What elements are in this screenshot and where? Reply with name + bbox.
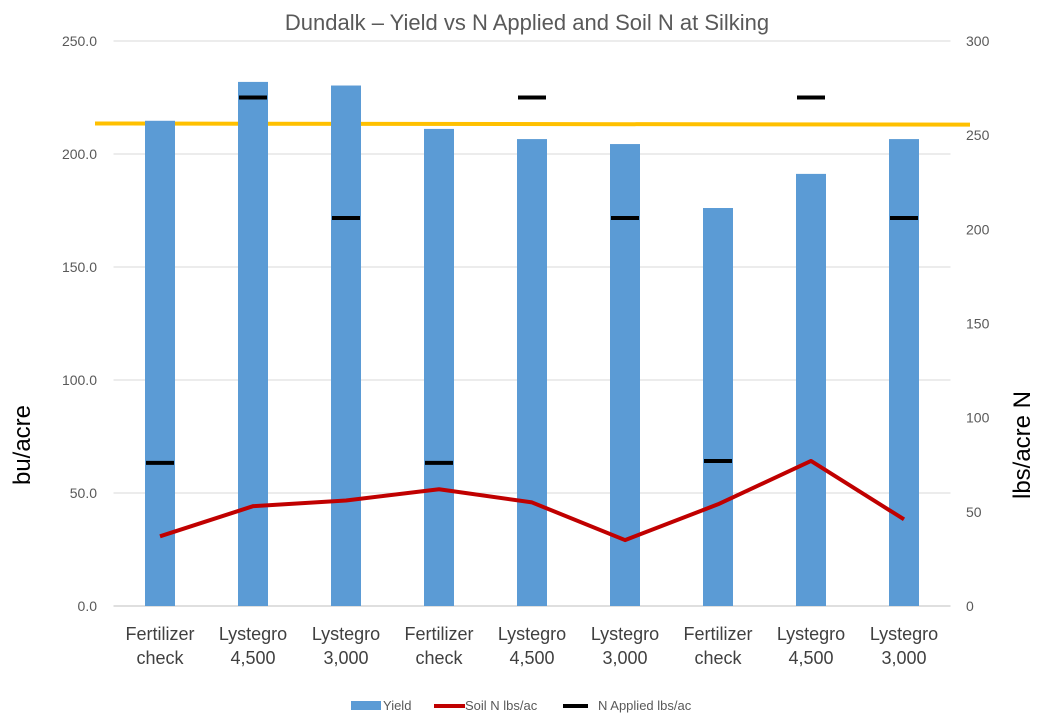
legend-swatch-yield [351, 701, 381, 710]
category-label: Fertilizer [404, 624, 473, 644]
y2-tick-label: 150 [966, 316, 990, 332]
category-label: Fertilizer [125, 624, 194, 644]
category-label: 4,500 [788, 648, 833, 668]
category-label: 3,000 [602, 648, 647, 668]
bar-yield [703, 208, 733, 606]
bar-yield [610, 144, 640, 606]
y-tick-label: 50.0 [70, 485, 97, 501]
y-tick-label: 150.0 [62, 259, 97, 275]
category-label: 4,500 [509, 648, 554, 668]
category-label: 4,500 [230, 648, 275, 668]
y-tick-label: 0.0 [78, 598, 98, 614]
legend-label-soil-n: Soil N lbs/ac [465, 698, 538, 713]
y2-axis-label: lbs/acre N [1009, 391, 1036, 499]
legend: Yield Soil N lbs/ac N Applied lbs/ac [351, 698, 692, 713]
category-label: Lystegro [219, 624, 287, 644]
legend-label-yield: Yield [383, 698, 411, 713]
category-label: 3,000 [881, 648, 926, 668]
y2-tick-label: 300 [966, 33, 990, 49]
bar-yield [517, 139, 547, 607]
y-tick-label: 100.0 [62, 372, 97, 388]
bar-yield [238, 81, 268, 606]
category-label: check [415, 648, 463, 668]
y2-tick-label: 250 [966, 127, 990, 143]
y-tick-label: 250.0 [62, 33, 97, 49]
reference-line [94, 121, 971, 127]
category-label: Lystegro [870, 624, 938, 644]
bar-yield [424, 128, 454, 606]
y2-tick-label: 0 [966, 598, 974, 614]
bar-yield [145, 120, 175, 606]
category-label: check [694, 648, 742, 668]
chart-title: Dundalk – Yield vs N Applied and Soil N … [285, 10, 769, 35]
legend-label-n-applied: N Applied lbs/ac [598, 698, 692, 713]
category-label: Fertilizer [683, 624, 752, 644]
category-label: Lystegro [498, 624, 566, 644]
category-label: Lystegro [591, 624, 659, 644]
y-axis-label: bu/acre [9, 405, 36, 485]
bar-yield [889, 139, 919, 607]
category-label: Lystegro [312, 624, 380, 644]
y2-tick-label: 200 [966, 221, 990, 237]
bar-yield [796, 173, 826, 606]
category-label: Lystegro [777, 624, 845, 644]
y-tick-label: 200.0 [62, 146, 97, 162]
bar-yield [331, 85, 361, 607]
y2-tick-label: 50 [966, 504, 982, 520]
y2-tick-label: 100 [966, 410, 990, 426]
category-label: check [136, 648, 184, 668]
category-label: 3,000 [323, 648, 368, 668]
